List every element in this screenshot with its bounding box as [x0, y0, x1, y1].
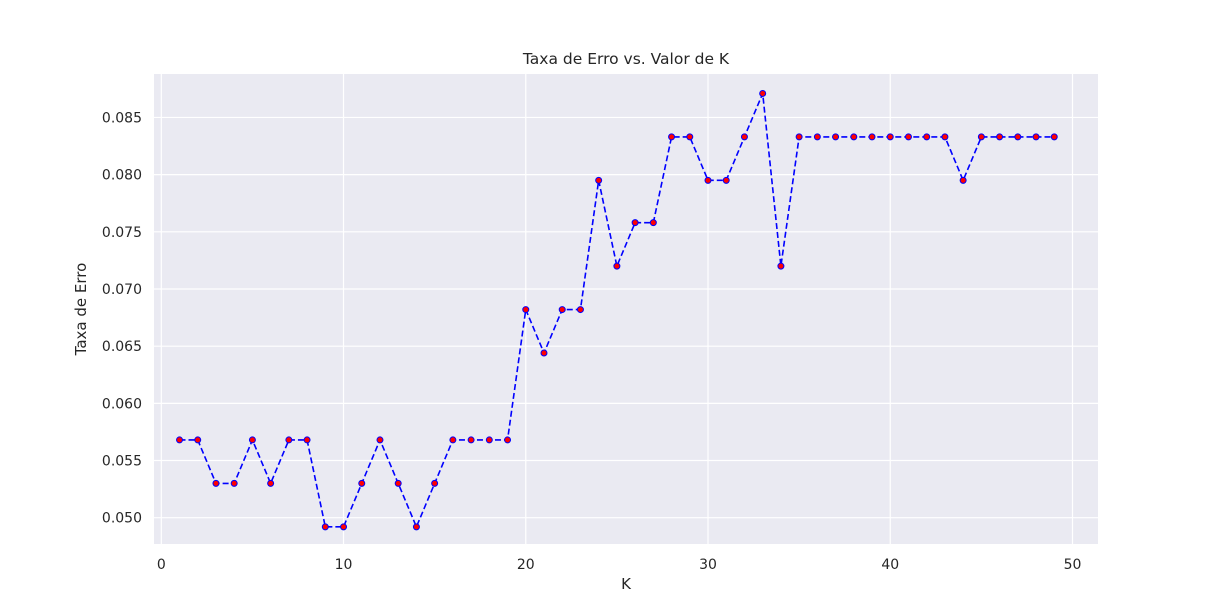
y-tick-label: 0.080 [102, 168, 142, 184]
data-point [941, 133, 949, 141]
y-tick-label: 0.050 [102, 511, 142, 527]
data-point [868, 133, 876, 141]
data-point [267, 479, 275, 487]
data-point [704, 176, 712, 184]
data-point [777, 262, 785, 270]
data-point [230, 479, 238, 487]
data-point [467, 436, 475, 444]
data-point [686, 133, 694, 141]
data-point [631, 219, 639, 227]
y-tick-label: 0.085 [102, 110, 142, 126]
data-point [248, 436, 256, 444]
y-axis: 0.050 0.055 0.060 0.065 0.070 0.075 0.080 0.085 [102, 110, 142, 526]
data-point [722, 176, 730, 184]
x-tick-label: 0 [157, 557, 166, 573]
data-point [576, 306, 584, 314]
x-tick-label: 30 [699, 557, 717, 573]
plot-area [154, 74, 1098, 544]
data-point [832, 133, 840, 141]
data-point [850, 133, 858, 141]
chart-title: Taxa de Erro vs. Valor de K [522, 50, 730, 68]
x-tick-label: 10 [335, 557, 353, 573]
y-axis-label: Taxa de Erro [72, 263, 90, 357]
y-tick-label: 0.075 [102, 225, 142, 241]
data-point [394, 479, 402, 487]
data-point [376, 436, 384, 444]
x-axis: 0 10 20 30 40 50 [157, 557, 1082, 573]
data-point [1014, 133, 1022, 141]
x-tick-label: 20 [517, 557, 535, 573]
y-tick-label: 0.060 [102, 396, 142, 412]
data-point [321, 523, 329, 531]
data-point [522, 306, 530, 314]
x-axis-label: K [621, 575, 632, 593]
data-point [1032, 133, 1040, 141]
data-point [923, 133, 931, 141]
data-point [504, 436, 512, 444]
data-point [194, 436, 202, 444]
data-point [886, 133, 894, 141]
data-point [1050, 133, 1058, 141]
data-point [176, 436, 184, 444]
data-point [358, 479, 366, 487]
data-point [668, 133, 676, 141]
y-tick-label: 0.065 [102, 339, 142, 355]
data-point [431, 479, 439, 487]
data-point [412, 523, 420, 531]
data-point [759, 89, 767, 97]
data-point [813, 133, 821, 141]
data-point [340, 523, 348, 531]
data-point [285, 436, 293, 444]
data-point [613, 262, 621, 270]
data-point [449, 436, 457, 444]
data-point [959, 176, 967, 184]
data-point [977, 133, 985, 141]
data-point [904, 133, 912, 141]
data-point [996, 133, 1004, 141]
series-layer [176, 89, 1058, 531]
data-point [558, 306, 566, 314]
data-point [795, 133, 803, 141]
data-point [595, 176, 603, 184]
data-point [649, 219, 657, 227]
x-tick-label: 50 [1064, 557, 1082, 573]
data-point [303, 436, 311, 444]
data-point [540, 349, 548, 357]
data-point [212, 479, 220, 487]
y-tick-label: 0.070 [102, 282, 142, 298]
data-point [740, 133, 748, 141]
data-point [485, 436, 493, 444]
x-tick-label: 40 [881, 557, 899, 573]
y-tick-label: 0.055 [102, 454, 142, 470]
